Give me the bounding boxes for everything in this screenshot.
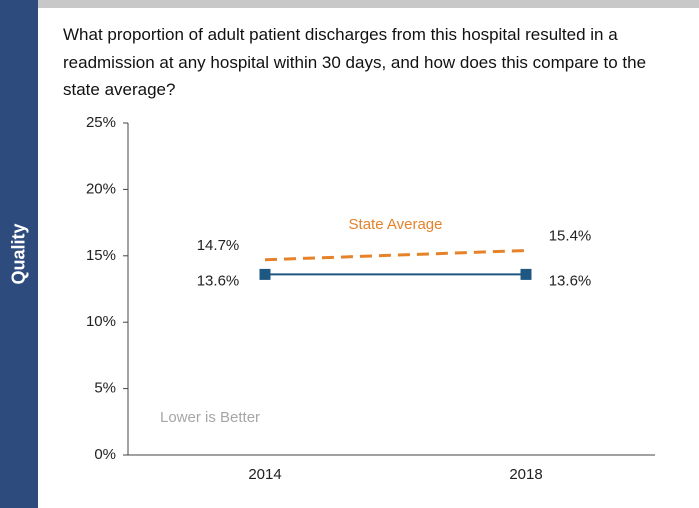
- series-line: [264, 248, 527, 262]
- x-tick-label: 2014: [248, 466, 281, 483]
- data-label: 14.7%: [197, 237, 240, 254]
- annotation: Lower is Better: [160, 409, 260, 426]
- data-label: 15.4%: [549, 227, 592, 244]
- y-tick-label: 15%: [86, 247, 116, 264]
- top-band: [0, 0, 699, 8]
- x-tick-label: 2018: [509, 466, 542, 483]
- series-label: State Average: [349, 216, 443, 233]
- y-tick-label: 20%: [86, 180, 116, 197]
- chart-title: What proportion of adult patient dischar…: [63, 25, 647, 99]
- data-label: 13.6%: [197, 272, 240, 289]
- y-tick-label: 5%: [94, 380, 116, 397]
- marker: [259, 268, 271, 280]
- data-label: 13.6%: [549, 272, 592, 289]
- y-tick-label: 25%: [86, 114, 116, 131]
- marker: [520, 268, 532, 280]
- y-tick-label: 10%: [86, 313, 116, 330]
- y-tick-label: 0%: [94, 446, 116, 463]
- sidebar: Quality: [0, 0, 38, 508]
